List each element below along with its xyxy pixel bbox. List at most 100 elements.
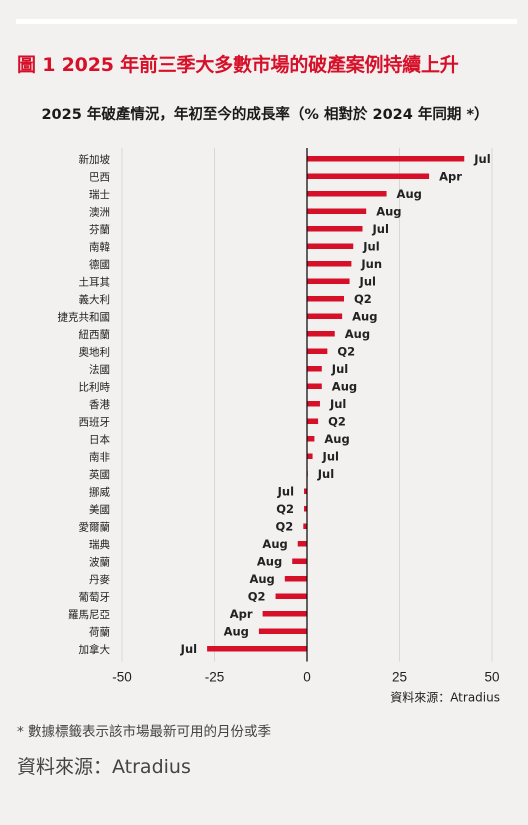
bar [284,576,307,582]
chart-source-note: 資料來源：Atradius [390,691,500,705]
x-tick-label: 25 [392,670,407,685]
data-label: Jul [317,467,334,481]
bar [303,523,307,529]
bar [307,261,352,267]
category-label: 香港 [89,399,110,411]
data-label: Jul [331,362,348,376]
category-label: 羅馬尼亞 [68,609,110,621]
bar [307,191,387,197]
bar [307,401,320,407]
data-label: Jul [372,222,389,236]
category-label: 芬蘭 [89,223,110,236]
category-label: 新加坡 [79,153,111,166]
category-label: 葡萄牙 [79,590,111,603]
data-label: Aug [262,537,287,551]
bar [307,208,367,214]
bar [307,296,344,302]
bar [307,348,328,354]
data-label: Apr [230,607,253,621]
data-label: Q2 [248,589,266,603]
figure-title: 圖 1 2025 年前三季大多數市場的破產案例持續上升 [17,54,459,76]
data-label: Q2 [328,414,346,428]
bar [307,418,319,424]
bar [258,628,307,634]
bar [307,313,343,319]
category-label: 瑞典 [89,538,110,551]
bar [307,173,430,179]
category-label: 波蘭 [89,555,110,568]
category-label: 美國 [89,503,110,516]
category-label: 奧地利 [79,345,111,358]
data-label: Q2 [276,519,294,533]
data-label: Q2 [354,292,372,306]
category-label: 紐西蘭 [79,328,111,341]
bar [307,453,313,459]
x-tick-label: 50 [484,670,499,685]
bar [307,383,322,389]
x-tick-label: -25 [205,670,225,685]
bar [307,226,363,232]
bar [207,646,307,652]
footnote: * 數據標籤表示該市場最新可用的月份或季 [17,724,272,740]
data-label: Jul [359,274,376,288]
bar [304,506,307,512]
bar [292,558,307,564]
category-label: 德國 [89,258,110,271]
category-label: 挪威 [89,485,110,498]
category-label: 澳洲 [89,205,110,218]
bar-chart: 新加坡巴西瑞士澳洲芬蘭南韓德國土耳其義大利捷克共和國紐西蘭奧地利法國比利時香港西… [58,148,500,705]
data-labels: Jul Apr Aug Aug Jul Jul Jun Jul Q2 Aug Aug Q2 Jul Aug… [180,152,491,656]
data-label: Aug [257,554,282,568]
bar [297,541,307,547]
x-tick-label: 0 [303,670,311,685]
x-tick-label: -50 [112,670,132,685]
bar [307,243,354,249]
data-label: Aug [376,204,401,218]
data-label: Jul [329,397,346,411]
bar [304,488,307,494]
bar [275,593,307,599]
data-label: Jul [473,152,490,166]
data-label: Aug [345,327,370,341]
category-label: 日本 [89,433,110,446]
data-label: Aug [224,624,249,638]
bar [262,611,307,617]
category-label: 西班牙 [79,416,111,428]
category-label: 土耳其 [79,275,111,288]
bar [307,331,335,337]
data-label: Aug [249,572,274,586]
data-label: Aug [332,379,357,393]
bar [307,366,322,372]
category-label: 瑞士 [89,188,110,201]
category-label: 南非 [89,450,110,463]
data-label: Jul [180,642,197,656]
category-labels: 新加坡巴西瑞士澳洲芬蘭南韓德國土耳其義大利捷克共和國紐西蘭奧地利法國比利時香港西… [58,153,111,656]
category-label: 愛爾蘭 [79,520,111,533]
category-label: 荷蘭 [89,625,110,638]
x-tick-labels: -50 -25 0 25 50 [112,670,499,685]
category-label: 義大利 [79,293,111,306]
category-label: 比利時 [79,380,111,393]
category-label: 丹麥 [89,573,110,586]
data-label: Aug [352,309,377,323]
category-label: 法國 [89,363,110,376]
data-label: Apr [439,169,462,183]
data-label: Q2 [276,502,294,516]
bar [307,278,350,284]
category-label: 加拿大 [79,643,111,656]
top-rule [16,19,517,24]
category-label: 英國 [89,468,110,481]
chart-subtitle: 2025 年破產情況，年初至今的成長率（% 相對於 2024 年同期 *） [41,107,489,123]
category-label: 捷克共和國 [58,310,111,323]
data-label: Q2 [337,344,355,358]
bar [307,436,315,442]
bar [307,156,465,162]
grid-lines [121,148,493,662]
data-label: Jul [277,484,294,498]
data-label: Jul [322,449,339,463]
data-label: Jun [360,257,382,271]
category-label: 南韓 [89,240,110,253]
data-label: Aug [324,432,349,446]
data-label: Jul [362,239,379,253]
category-label: 巴西 [89,171,110,183]
